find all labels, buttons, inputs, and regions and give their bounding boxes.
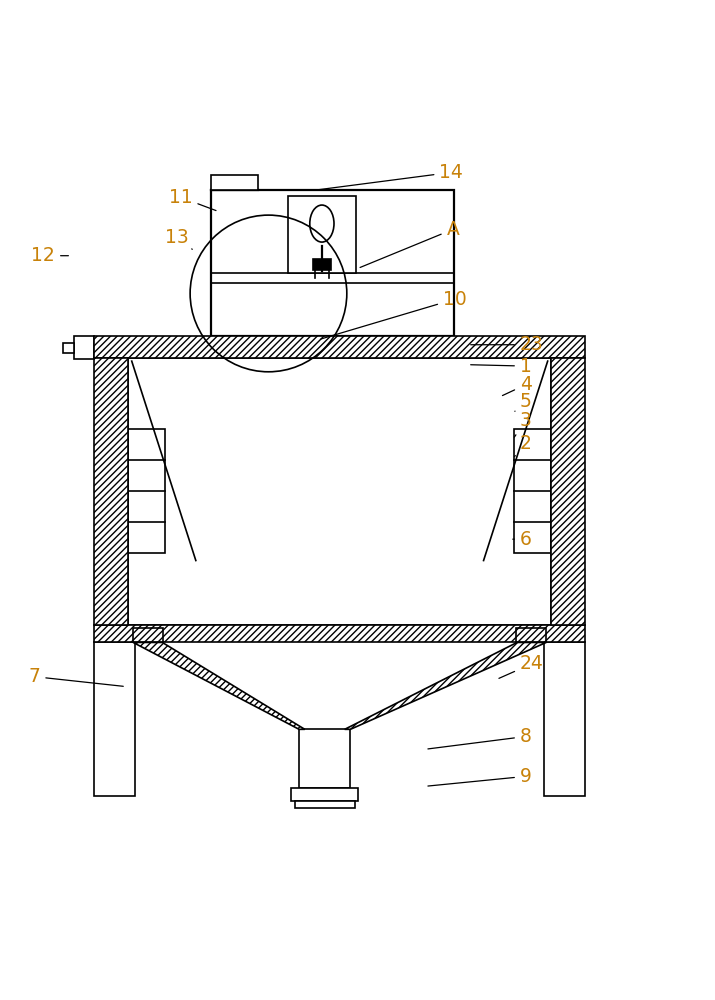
Text: 6: 6 <box>513 530 532 549</box>
Bar <box>287 196 356 273</box>
Text: 8: 8 <box>428 727 532 749</box>
Bar <box>133 628 163 642</box>
Text: 3: 3 <box>514 411 532 437</box>
Ellipse shape <box>310 205 334 242</box>
Text: 12: 12 <box>31 246 69 265</box>
Bar <box>551 436 560 546</box>
Text: 23: 23 <box>470 335 543 354</box>
Text: A: A <box>360 220 460 267</box>
Text: 13: 13 <box>165 228 192 249</box>
Bar <box>128 429 165 553</box>
Bar <box>291 788 358 801</box>
Polygon shape <box>345 642 546 729</box>
Text: 7: 7 <box>29 667 123 686</box>
Bar <box>94 358 128 625</box>
Bar <box>94 625 586 642</box>
Bar <box>64 343 74 353</box>
Text: 9: 9 <box>428 767 532 786</box>
Bar <box>119 436 128 546</box>
Text: 24: 24 <box>499 654 544 678</box>
Polygon shape <box>133 642 305 729</box>
Text: 4: 4 <box>503 375 532 396</box>
Bar <box>551 358 586 625</box>
Text: 1: 1 <box>470 357 532 376</box>
Bar <box>74 336 94 359</box>
Bar <box>514 429 551 553</box>
Bar <box>312 259 331 270</box>
Text: 2: 2 <box>515 434 532 457</box>
Bar <box>299 729 350 788</box>
Bar <box>212 175 258 190</box>
Bar <box>212 190 453 336</box>
Text: 10: 10 <box>321 290 467 339</box>
Text: 5: 5 <box>515 392 532 411</box>
Bar <box>94 642 135 796</box>
Bar <box>94 336 586 358</box>
Bar <box>544 642 586 796</box>
Bar <box>295 801 355 808</box>
Text: 11: 11 <box>169 188 216 211</box>
Bar <box>516 628 546 642</box>
Text: 14: 14 <box>317 163 463 190</box>
